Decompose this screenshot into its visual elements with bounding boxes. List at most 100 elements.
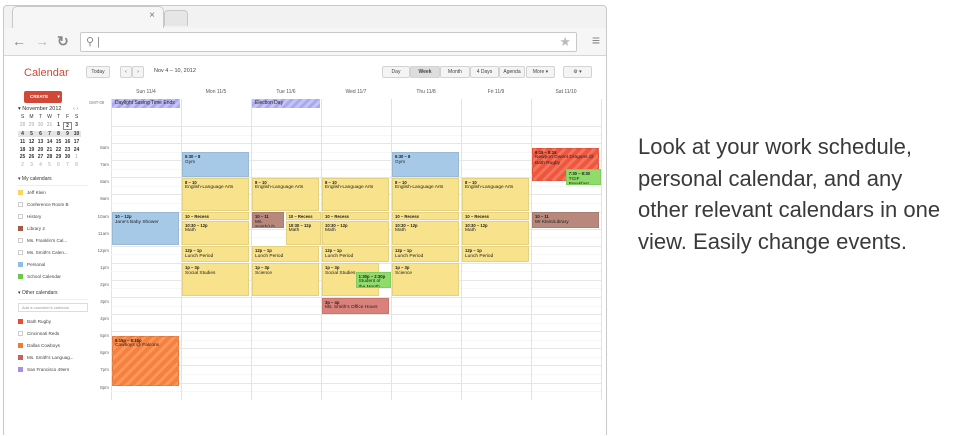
mini-day[interactable]: 12 [28,139,35,146]
calendar-event[interactable]: 10:30 – 12p Math [462,220,529,246]
mini-day[interactable]: 2 [21,162,24,169]
address-input[interactable]: | [97,36,100,48]
calendar-event[interactable]: 3p – 4p Ms. Smith's Office Hours [322,297,389,314]
more-button[interactable]: More ▾ [526,66,555,78]
calendar-item[interactable]: Library 2 [18,222,88,234]
calendar-event[interactable]: 10:30 – 12p Math [285,220,321,246]
bookmark-star-icon[interactable]: ★ [559,34,571,49]
mini-day[interactable]: 9 [63,131,72,138]
mini-day[interactable]: 18 [19,146,26,153]
mini-day[interactable]: 3 [30,162,33,169]
calendar-event[interactable]: 10:30 – 12p Math [182,220,249,246]
address-bar[interactable]: ⚲ | ★ [80,32,577,52]
day-header[interactable]: Sat 11/10 [555,89,577,95]
calendar-event[interactable]: 1p – 3p Social Studies [182,263,249,297]
calendar-color-swatch[interactable] [18,354,23,360]
calendar-item[interactable]: Conference Room B [18,198,88,210]
calendar-item[interactable]: Dallas Cowboys [18,339,88,351]
calendar-item[interactable]: Ms. Smith's Languag... [18,351,88,363]
calendar-color-swatch[interactable] [18,225,23,231]
calendar-event[interactable]: 12p – 1p Lunch Period [182,246,249,263]
calendar-color-swatch[interactable] [18,213,23,219]
mini-day[interactable]: 19 [28,146,35,153]
mini-day[interactable]: 29 [28,121,35,128]
close-tab-icon[interactable]: × [149,10,155,21]
calendar-event[interactable]: 10 – Recess [285,212,321,220]
mini-day[interactable]: 31 [46,121,53,128]
mini-day[interactable]: 28 [19,121,26,128]
calendar-color-swatch[interactable] [18,330,23,336]
calendar-item[interactable]: School Calendar [18,270,88,282]
mini-day[interactable]: 7 [66,162,69,169]
calendar-color-swatch[interactable] [18,366,23,372]
forward-icon[interactable]: → [35,33,49,49]
create-button[interactable]: CREATE ▾ [24,91,62,103]
day-header[interactable]: Tue 11/6 [276,89,296,95]
day-header[interactable]: Sun 11/4 [136,89,156,95]
calendar-item[interactable]: San Francisco 49ers [18,363,88,375]
calendar-event[interactable]: 8 – 10 English-Language Arts [182,177,249,211]
calendar-event[interactable]: 7:30 – 8:30 TGIF Breakfast [565,169,601,186]
view-month-button[interactable]: Month [440,66,470,78]
calendar-event[interactable]: 10:30 – 12p Math [322,220,389,246]
day-header[interactable]: Thu 11/8 [416,89,436,95]
mini-day[interactable]: 1 [75,154,78,161]
calendar-item[interactable]: Personal [18,258,88,270]
calendar-event[interactable]: 8 – 10 English-Language Arts [462,177,529,211]
calendar-event[interactable]: 12p – 1p Lunch Period [392,246,459,263]
mini-day[interactable]: 29 [55,154,62,161]
add-coworker-calendar-input[interactable]: Add a coworker's calendar [18,303,88,313]
calendar-item[interactable]: Jeff Klein [18,186,88,198]
mini-day[interactable]: 6 [57,162,60,169]
mini-day[interactable]: 21 [46,146,53,153]
mini-day[interactable]: 28 [46,154,53,161]
mini-calendar-nav-icons[interactable]: ‹ › [72,106,79,112]
browser-tab[interactable]: × [12,6,164,28]
day-header[interactable]: Mon 11/5 [205,89,227,95]
mini-day[interactable]: 15 [55,139,62,146]
view-day-button[interactable]: Day [382,66,410,78]
calendar-event[interactable]: 5:15p – 8:15p Cowboys @ Falcons [112,335,179,387]
calendar-item[interactable]: Bath Rugby [18,315,88,327]
calendar-color-swatch[interactable] [18,237,23,243]
calendar-color-swatch[interactable] [18,189,23,195]
mini-day[interactable]: 17 [73,139,80,146]
calendar-event[interactable]: 1:30p – 2:30p Student of the Month [355,271,391,288]
settings-button[interactable]: ⚙ ▾ [563,66,592,78]
next-week-button[interactable]: › [132,66,144,78]
calendar-event[interactable]: 12p – 1p Lunch Period [322,246,389,263]
calendar-event[interactable]: 6:30 – 8 Gym [392,152,459,177]
day-header[interactable]: Wed 11/7 [345,89,367,95]
reload-icon[interactable]: ↻ [57,33,69,49]
mini-day[interactable]: 14 [46,139,53,146]
calendar-event[interactable]: 8 – 10 English-Language Arts [322,177,389,211]
mini-day[interactable]: 24 [73,146,80,153]
mini-day[interactable]: 30 [37,121,44,128]
mini-day[interactable]: 5 [27,131,36,138]
calendar-event[interactable]: 10 – Recess [462,212,529,220]
new-tab-button[interactable] [164,10,188,26]
mini-day[interactable]: 5 [48,162,51,169]
calendar-event[interactable]: 10 – 12p Jane's Baby Shower [112,212,179,246]
other-calendars-header[interactable]: ▾ Other calendars [18,290,88,301]
mini-day[interactable]: 22 [55,146,62,153]
mini-calendar-title[interactable]: ▾ November 2012 ‹ › [18,106,79,112]
mini-day[interactable]: 6 [36,131,45,138]
mini-day[interactable]: 13 [37,139,44,146]
mini-day[interactable]: 25 [19,154,26,161]
calendar-event[interactable]: 10 – Recess [322,212,389,220]
all-day-event[interactable]: Daylight Saving Time Ends [112,99,180,108]
mini-day[interactable]: 23 [64,146,71,153]
calendar-event[interactable]: 10 – Recess [392,212,459,220]
mini-day[interactable]: 3 [75,121,78,128]
calendar-event[interactable]: 8 – 10 English-Language Arts [252,177,319,211]
my-calendars-header[interactable]: ▾ My calendars [18,176,88,187]
calendar-event[interactable]: 10 – 11 Ms. Smith/Lib [252,212,284,229]
day-header[interactable]: Fri 11/9 [487,89,505,95]
view-week-button[interactable]: Week [410,66,440,78]
calendar-event[interactable]: 6:30 – 8 Gym [182,152,249,177]
mini-day[interactable]: 8 [75,162,78,169]
create-dropdown-icon[interactable]: ▾ [57,94,60,99]
mini-day[interactable]: 4 [18,131,27,138]
calendar-event[interactable]: 12p – 1p Lunch Period [252,246,319,263]
